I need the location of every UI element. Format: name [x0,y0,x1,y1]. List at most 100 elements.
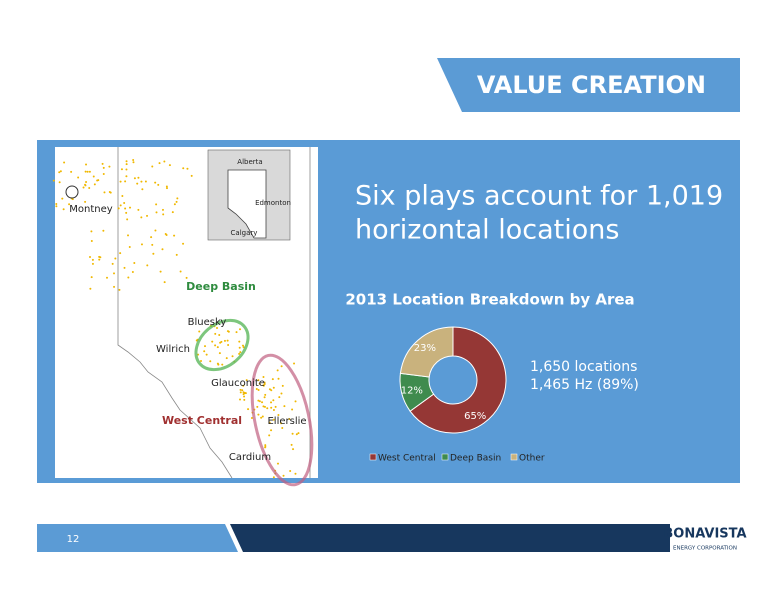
well [226,339,229,342]
well [293,362,296,365]
well [270,389,273,392]
well [245,379,248,382]
well [247,408,250,411]
well [272,399,275,402]
well [140,216,143,219]
logo-sub: ENERGY CORPORATION [673,546,737,552]
well [274,405,277,408]
well [86,170,89,173]
legend-swatch [441,453,449,461]
donut: 65% 12% 23% [399,326,507,434]
well [161,208,164,211]
map-label: Deep Basin [186,280,256,293]
well [221,363,224,366]
well [146,264,149,267]
well [238,352,241,355]
well [182,242,185,245]
well [125,175,128,178]
well [218,334,221,337]
well [186,167,189,170]
well [263,396,266,399]
note: 1,650 locations [530,359,637,375]
well [132,159,135,162]
well [128,246,131,249]
well [125,168,128,171]
legend-swatch [369,453,377,461]
logo: BONAVISTA [663,527,746,542]
well [97,179,100,182]
well [89,256,92,259]
well [243,398,246,401]
well [257,389,260,392]
well [171,211,174,214]
well [289,469,292,472]
well [84,183,87,186]
well [283,405,286,408]
well [168,164,171,167]
well [176,197,179,200]
well [185,276,188,279]
well [123,202,126,205]
well [133,261,136,264]
well [227,330,230,333]
well [262,375,265,378]
well [136,182,139,185]
well [58,171,61,174]
well [209,360,212,363]
well [288,418,291,421]
well [91,258,94,261]
well [241,389,244,392]
note: 1,465 Hz (89%) [530,377,639,393]
well [255,387,258,390]
map-label: Glauconite [211,378,265,389]
well [151,165,154,168]
well [217,363,220,366]
well [157,183,160,186]
well [90,239,93,242]
well [90,230,93,233]
well [175,253,178,256]
well [55,202,58,205]
well [131,271,134,274]
well [163,160,166,163]
well [123,266,126,269]
well [270,429,273,432]
well [173,234,176,237]
well [263,405,266,408]
map-label: West Central [162,414,242,427]
well [82,186,85,189]
well [117,207,120,210]
well [268,421,271,424]
well [137,176,140,179]
well [238,346,241,349]
well [159,270,162,273]
well [216,346,219,349]
well [276,462,279,465]
slice-label: 65% [464,411,486,422]
well [129,206,132,209]
well [127,234,130,237]
donut-slice [409,326,507,434]
well [257,413,260,416]
well [84,200,87,203]
footer-bar [37,524,238,552]
well [58,181,61,184]
well [225,357,228,360]
well [239,398,242,401]
well [263,381,266,384]
legend: West Central Deep Basin Other [369,453,545,464]
legend-label: Other [519,454,545,464]
well [216,327,219,330]
well [290,443,293,446]
map-label: Cardium [229,452,271,463]
well [118,288,121,291]
well [277,413,280,416]
well [120,168,123,171]
well [270,406,273,409]
headline: Six plays account for 1,019 [355,181,723,212]
well [205,353,208,356]
well [125,211,128,214]
well [214,344,217,347]
well [270,401,273,404]
well [150,236,153,239]
